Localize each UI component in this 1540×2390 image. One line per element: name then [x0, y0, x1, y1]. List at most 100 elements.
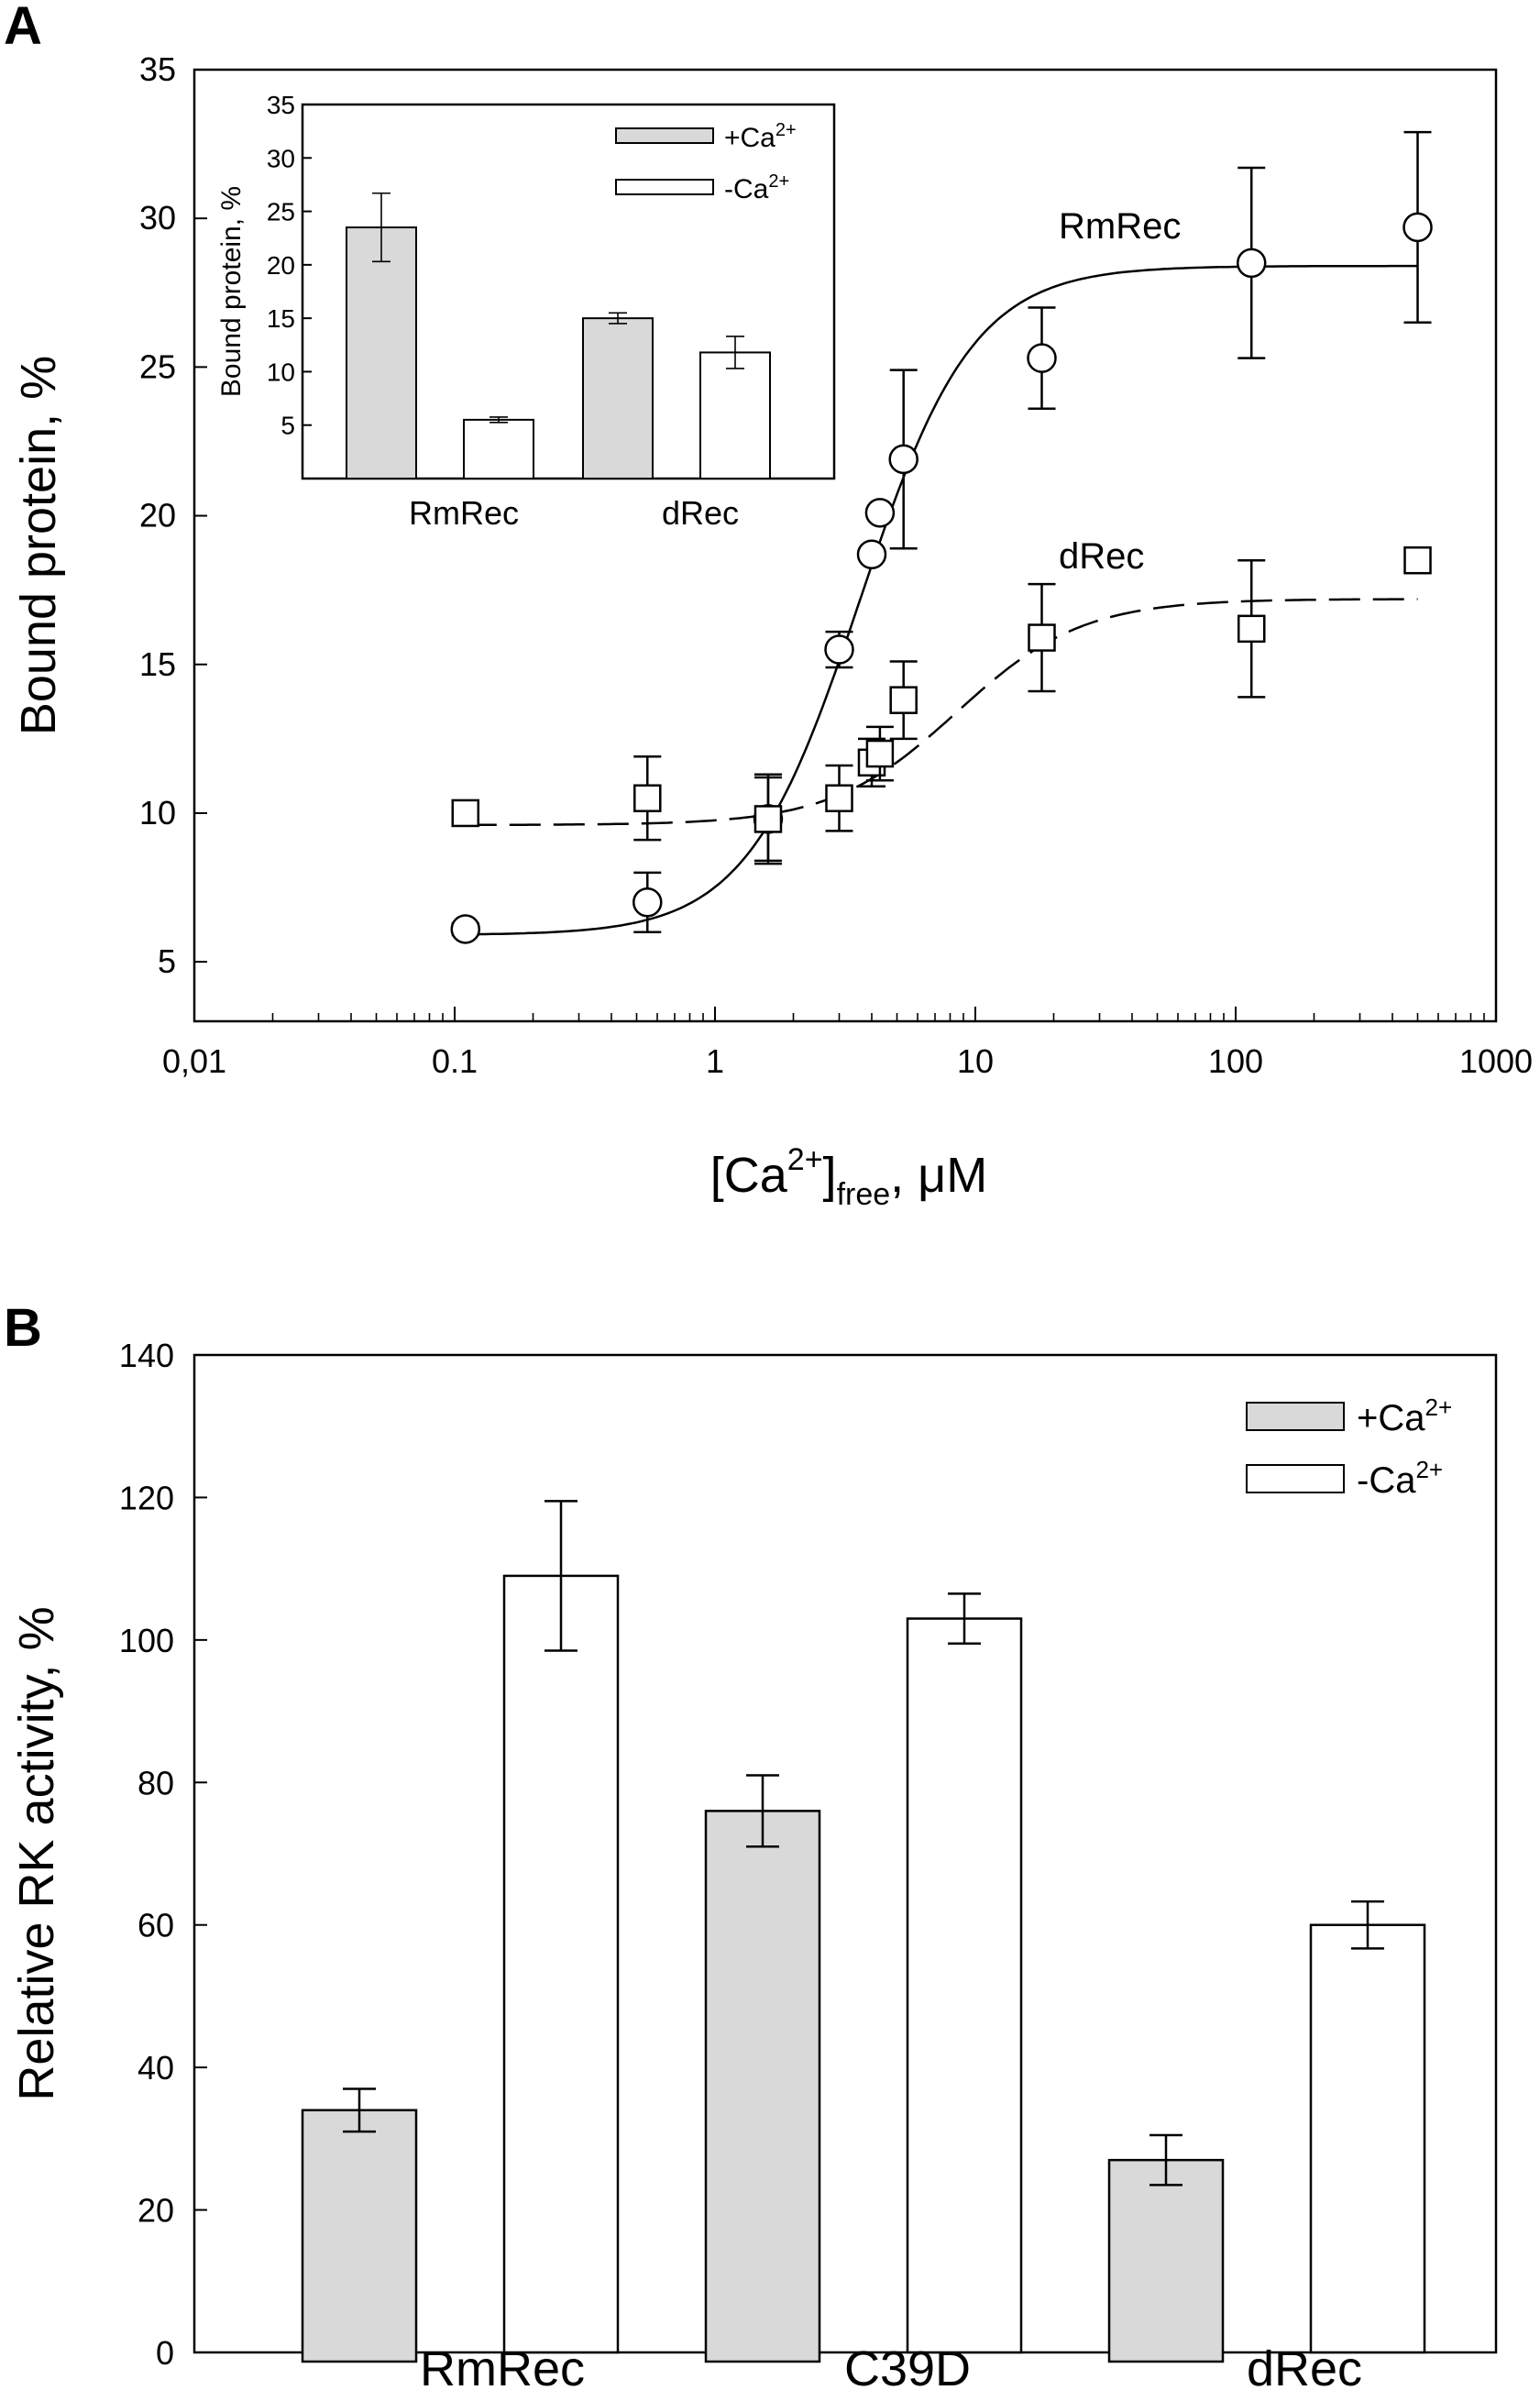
panel-a-x-tick-label: 0.1	[432, 1042, 478, 1080]
x-title-unit: , μM	[890, 1148, 987, 1203]
panel-a-label: A	[4, 0, 42, 56]
panel-a-x-axis-title: [Ca2+]free, μM	[710, 1142, 988, 1212]
data-point-drec	[754, 805, 783, 833]
data-point-drec	[633, 784, 662, 812]
legend-minus-sup: 2+	[1415, 1456, 1443, 1483]
inset-y-tick-label: 15	[267, 304, 295, 333]
panel-a-data-points	[450, 130, 1433, 944]
inset-bar-drec-plus-ca	[582, 317, 654, 479]
inset-legend-plus-base: +Ca	[724, 123, 776, 153]
panel-a-y-tick-label: 15	[139, 645, 176, 683]
data-point-rmrec	[1402, 212, 1433, 243]
panel-b-y-tick-label: 40	[138, 2049, 174, 2087]
data-point-drec	[1028, 623, 1056, 652]
panel-a-x-ticks: 0,01 0.1 1 10 100 1000	[162, 1007, 1533, 1080]
bar-drec-minus-ca	[1309, 1923, 1426, 2354]
data-point-rmrec	[864, 498, 896, 528]
inset-legend-label-minus-ca: -Ca2+	[724, 171, 789, 204]
series-label-drec: dRec	[1059, 536, 1144, 577]
legend-minus-base: -Ca	[1357, 1460, 1416, 1501]
panel-a-y-tick-label: 10	[139, 794, 176, 832]
panel-b-legend-label-plus-ca: +Ca2+	[1357, 1393, 1452, 1438]
inset-legend-minus-sup: 2+	[768, 171, 789, 192]
data-point-rmrec	[888, 444, 918, 475]
data-point-rmrec	[450, 914, 481, 944]
data-point-drec	[825, 784, 853, 812]
inset-y-tick-label: 35	[267, 91, 295, 119]
data-point-drec	[1403, 545, 1432, 575]
inset-legend-swatch-plus-ca	[615, 127, 714, 144]
panel-b-label: B	[4, 1298, 42, 1358]
panel-b-y-tick-label: 60	[138, 1907, 174, 1944]
x-title-base: [Ca	[710, 1148, 788, 1203]
panel-a-x-tick-label: 1	[706, 1042, 724, 1080]
panel-a-inset: 5 10 15 20 25 30 35 Bound protein, % RmRec dRe…	[216, 91, 836, 532]
panel-a-x-tick-label: 100	[1208, 1042, 1263, 1080]
series-label-rmrec: RmRec	[1059, 206, 1181, 247]
data-point-drec	[889, 686, 918, 714]
inset-y-ticks: 5 10 15 20 25 30 35	[267, 91, 312, 440]
panel-b-y-ticks: 0 20 40 60 80 100 120 140	[119, 1337, 207, 2372]
panel-b-y-tick-label: 140	[119, 1337, 174, 1374]
panel-a-frame	[192, 68, 1498, 1023]
data-point-rmrec	[632, 887, 663, 918]
panel-a-y-ticks: 5 10 15 20 25 30 35	[139, 50, 207, 980]
panel-a-y-tick-label: 30	[139, 199, 176, 237]
panel-b-y-tick-label: 80	[138, 1764, 174, 1801]
panel-a-x-tick-label: 0,01	[162, 1042, 226, 1080]
inset-y-tick-label: 10	[267, 358, 295, 386]
legend-plus-base: +Ca	[1357, 1398, 1425, 1438]
category-label-drec: dRec	[1247, 2341, 1362, 2390]
x-title-sub: free	[837, 1177, 891, 1212]
panel-a-x-tick-label: 10	[957, 1042, 994, 1080]
panel-b-y-tick-label: 100	[119, 1622, 174, 1659]
legend-plus-sup: 2+	[1425, 1393, 1453, 1421]
fit-curve-drec	[465, 598, 1418, 827]
inset-category-label-drec: dRec	[662, 494, 739, 532]
panel-a-y-tick-label: 5	[158, 942, 176, 980]
panel-b-legend-label-minus-ca: -Ca2+	[1357, 1456, 1443, 1501]
inset-bar-drec-minus-ca	[699, 351, 771, 479]
panel-a-y-tick-label: 25	[139, 347, 176, 385]
inset-y-tick-label: 30	[267, 144, 295, 172]
inset-legend-minus-base: -Ca	[724, 174, 769, 204]
inset-legend-label-plus-ca: +Ca2+	[724, 120, 797, 153]
data-point-drec	[1237, 614, 1266, 644]
x-title-close: ]	[823, 1148, 837, 1203]
inset-y-tick-label: 20	[267, 251, 295, 280]
inset-y-tick-label: 5	[280, 412, 295, 440]
inset-y-axis-title: Bound protein, %	[216, 186, 247, 397]
x-title-sup: 2+	[787, 1142, 823, 1177]
panel-b-y-tick-label: 0	[156, 2334, 174, 2372]
panel-b-y-tick-label: 120	[119, 1479, 174, 1516]
panel-b-legend-swatch-minus-ca	[1246, 1464, 1345, 1493]
bar-c39d-plus-ca	[704, 1810, 821, 2363]
panel-b-frame	[192, 1353, 1498, 2354]
bar-rmrec-plus-ca	[301, 2109, 418, 2363]
inset-legend-swatch-minus-ca	[615, 179, 714, 195]
inset-bars	[346, 192, 771, 480]
category-label-c39d: C39D	[844, 2341, 971, 2390]
bar-drec-plus-ca	[1107, 2158, 1225, 2363]
data-point-rmrec	[1236, 248, 1267, 279]
data-point-rmrec	[856, 539, 887, 569]
panel-b-y-tick-label: 20	[138, 2192, 174, 2230]
inset-bar-rmrec-plus-ca	[346, 226, 417, 480]
panel-a-y-tick-label: 20	[139, 497, 176, 534]
bar-rmrec-minus-ca	[502, 1574, 620, 2354]
panel-a-y-tick-label: 35	[139, 50, 176, 88]
inset-legend-plus-sup: 2+	[776, 120, 797, 140]
bar-c39d-minus-ca	[906, 1617, 1023, 2354]
data-point-rmrec	[1027, 343, 1057, 373]
panel-a-x-tick-label: 1000	[1459, 1042, 1533, 1080]
category-label-rmrec: RmRec	[420, 2341, 585, 2390]
data-point-drec	[865, 739, 895, 768]
panel-b-bars	[301, 1500, 1426, 2363]
inset-y-tick-label: 25	[267, 198, 295, 226]
panel-a-y-axis-title: Bound protein, %	[11, 356, 66, 735]
inset-bar-rmrec-minus-ca	[463, 418, 534, 479]
data-point-drec	[451, 799, 480, 828]
panel-a-plot: 5 10 15 20 25 30 35 0,01 0.1 1 10 100 1000 RmRec dR…	[139, 50, 1533, 1080]
